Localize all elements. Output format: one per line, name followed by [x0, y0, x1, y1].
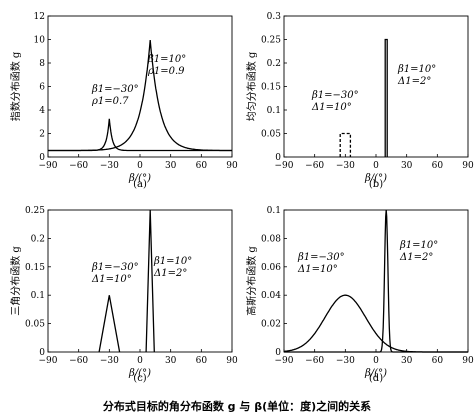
- x-tick-label: −30: [336, 161, 355, 171]
- x-tick-label: 90: [226, 161, 238, 171]
- x-tick-label: −90: [39, 356, 58, 366]
- panel-label: (c): [133, 373, 147, 384]
- annotation-label: β1=10°: [399, 240, 438, 251]
- y-axis-label: 高斯分布函数 g: [245, 246, 258, 316]
- y-tick-label: 0.25: [261, 36, 281, 46]
- y-tick-label: 0: [275, 348, 281, 358]
- x-tick-label: −90: [39, 161, 58, 171]
- x-tick-label: 30: [401, 161, 413, 171]
- y-tick-label: 0.04: [261, 291, 281, 301]
- figure-caption: 分布式目标的角分布函数 g 与 β(单位：度)之间的关系: [102, 400, 372, 413]
- x-tick-label: 90: [226, 356, 238, 366]
- x-tick-label: −60: [305, 356, 324, 366]
- x-tick-label: −90: [275, 356, 294, 366]
- annotation-label: Δ1=10°: [297, 264, 338, 275]
- x-tick-label: 0: [137, 161, 143, 171]
- annotation-label: β1=10°: [147, 54, 186, 65]
- annotation-label: β1=10°: [397, 64, 436, 75]
- y-tick-label: 0: [275, 153, 281, 163]
- series-line: [384, 38, 388, 157]
- y-tick-label: 0.2: [267, 59, 281, 69]
- x-tick-label: 90: [462, 356, 474, 366]
- x-tick-label: 90: [462, 161, 474, 171]
- series-line: [48, 118, 232, 152]
- annotation-label: β1=−30°: [91, 262, 139, 273]
- x-tick-label: −30: [100, 161, 119, 171]
- plot-frame: [283, 209, 469, 353]
- x-tick-label: 60: [196, 161, 208, 171]
- x-tick-label: 30: [401, 356, 413, 366]
- x-tick-label: 30: [165, 161, 177, 171]
- plot-frame: [47, 15, 233, 158]
- series-line: [48, 40, 232, 152]
- y-tick-label: 6: [39, 83, 45, 93]
- y-tick-label: 8: [39, 59, 45, 69]
- annotation-label: Δ1=10°: [311, 102, 352, 113]
- panel-label: (a): [133, 179, 147, 190]
- annotation-label: Δ1=2°: [399, 252, 433, 263]
- y-tick-label: 0.1: [267, 106, 281, 116]
- annotation-label: β1=−30°: [297, 252, 345, 263]
- annotation-label: Δ1=2°: [397, 76, 431, 87]
- x-tick-label: −60: [69, 356, 88, 366]
- annotation-label: β1=−30°: [91, 84, 139, 95]
- y-tick-label: 0.25: [25, 206, 45, 216]
- x-tick-label: −30: [100, 356, 119, 366]
- x-tick-label: 60: [432, 161, 444, 171]
- y-tick-label: 12: [34, 12, 45, 22]
- panel-label: (d): [369, 373, 383, 384]
- y-tick-label: 10: [34, 36, 46, 46]
- series-line: [284, 209, 468, 353]
- x-axis-label: β/(°): [128, 368, 151, 379]
- x-tick-label: 0: [373, 356, 379, 366]
- annotation-label: Δ1=2°: [153, 268, 187, 279]
- y-axis-label: 指数分布函数 g: [9, 51, 22, 121]
- series-line: [283, 294, 468, 353]
- x-tick-label: 30: [165, 356, 177, 366]
- series-line: [98, 295, 121, 353]
- x-axis-label: β/(°): [364, 173, 387, 184]
- series-line: [145, 209, 155, 353]
- y-tick-label: 0.02: [261, 320, 281, 330]
- plot-frame: [47, 209, 233, 353]
- plot-frame: [283, 15, 469, 158]
- x-axis-label: β/(°): [364, 368, 387, 379]
- y-tick-label: 4: [39, 106, 45, 116]
- annotation-label: β1=−30°: [311, 90, 359, 101]
- y-axis-label: 均匀分布函数 g: [245, 51, 258, 121]
- series-line: [339, 132, 352, 157]
- panel-label: (b): [369, 179, 383, 190]
- x-tick-label: 60: [432, 356, 444, 366]
- y-tick-label: 0.08: [261, 234, 281, 244]
- y-tick-label: 0: [39, 153, 45, 163]
- x-tick-label: −60: [305, 161, 324, 171]
- x-axis-label: β/(°): [128, 173, 151, 184]
- x-tick-label: −60: [69, 161, 88, 171]
- annotation-label: β1=10°: [153, 256, 192, 267]
- y-tick-label: 0.15: [25, 263, 45, 273]
- y-tick-label: 0.05: [25, 320, 45, 330]
- x-tick-label: −30: [336, 356, 355, 366]
- y-tick-label: 0.05: [261, 130, 281, 140]
- y-tick-label: 0.06: [261, 263, 281, 273]
- y-axis-label: 三角分布函数 g: [9, 246, 22, 316]
- y-tick-label: 0.15: [261, 83, 281, 93]
- x-tick-label: 0: [137, 356, 143, 366]
- y-tick-label: 0.2: [31, 234, 45, 244]
- annotation-label: ρ1=0.9: [147, 66, 185, 77]
- y-tick-label: 0.1: [267, 206, 281, 216]
- x-tick-label: 60: [196, 356, 208, 366]
- y-tick-label: 2: [39, 130, 45, 140]
- annotation-label: ρ1=0.7: [91, 96, 129, 107]
- y-tick-label: 0: [39, 348, 45, 358]
- y-tick-label: 0.1: [31, 291, 45, 301]
- y-tick-label: 0.3: [267, 12, 282, 22]
- x-tick-label: 0: [373, 161, 379, 171]
- annotation-label: Δ1=10°: [91, 274, 132, 285]
- x-tick-label: −90: [275, 161, 294, 171]
